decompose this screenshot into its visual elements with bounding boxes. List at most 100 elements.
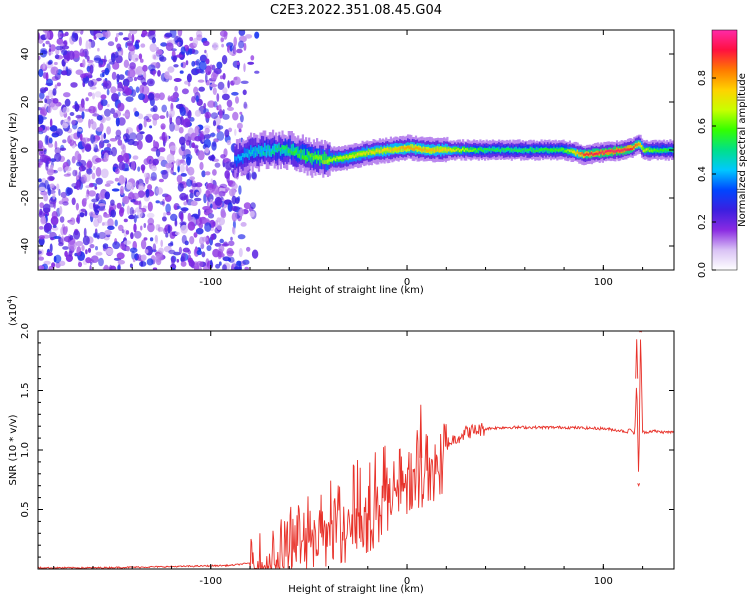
noise-blob	[181, 234, 187, 244]
ridge-cell	[493, 149, 496, 152]
snr-ylabel: SNR (10 * v/v)	[8, 414, 19, 485]
noise-blob	[62, 246, 69, 250]
noise-blob	[38, 126, 43, 132]
ridge-cell	[609, 149, 612, 153]
noise-blob	[218, 245, 225, 253]
ridge-cell	[383, 147, 386, 151]
ridge-cell	[548, 148, 551, 154]
noise-blob	[68, 50, 75, 60]
ridge-cell	[410, 146, 413, 150]
noise-blob	[103, 132, 106, 139]
ridge-cell	[301, 149, 304, 159]
noise-blob	[136, 254, 142, 262]
ridge-cell	[253, 147, 256, 152]
noise-blob	[161, 169, 169, 180]
noise-blob	[173, 78, 182, 82]
noise-blob	[123, 59, 130, 68]
noise-blob	[54, 84, 58, 90]
ridge-cell	[488, 148, 491, 152]
noise-blob	[45, 40, 50, 45]
ridge-cell	[419, 147, 422, 151]
y-tick-label: 1.5	[20, 383, 31, 399]
ridge-cell	[353, 155, 356, 159]
noise-blob	[71, 119, 76, 126]
noise-blob	[62, 139, 67, 144]
noise-blob	[214, 162, 221, 168]
x-tick-label: -100	[199, 277, 222, 288]
noise-blob	[234, 128, 237, 136]
ridge-cell	[323, 160, 326, 165]
ridge-cell	[262, 151, 265, 155]
noise-blob	[137, 183, 146, 191]
noise-blob	[155, 200, 160, 204]
ridge-cell	[407, 145, 410, 149]
noise-blob	[207, 213, 215, 219]
noise-blob	[165, 42, 174, 51]
ridge-cell	[246, 148, 250, 157]
noise-blob	[104, 229, 112, 236]
noise-blob	[91, 198, 99, 203]
noise-blob	[182, 161, 187, 166]
ridge-cell	[402, 145, 405, 149]
noise-blob	[137, 208, 143, 219]
ridge-cell	[287, 149, 290, 154]
noise-blob	[82, 137, 91, 143]
noise-blob	[118, 161, 126, 171]
ridge-cell	[455, 149, 458, 152]
noise-blob	[209, 83, 218, 88]
noise-blob	[174, 85, 178, 92]
noise-blob	[57, 167, 63, 172]
ridge-cell	[484, 148, 487, 154]
noise-blob	[140, 58, 144, 63]
ridge-cell	[386, 147, 389, 151]
noise-blob	[186, 156, 191, 166]
noise-blob	[189, 236, 195, 245]
noise-blob	[203, 102, 207, 110]
noise-blob	[64, 31, 69, 37]
noise-blob	[153, 139, 156, 146]
ridge-cell	[542, 148, 545, 153]
noise-blob	[46, 168, 55, 176]
ridge-cell	[556, 149, 559, 152]
ridge-cell	[642, 146, 645, 152]
noise-blob	[123, 240, 132, 245]
noise-blob	[185, 60, 189, 66]
ridge-cell	[598, 151, 601, 154]
noise-blob	[199, 133, 204, 138]
noise-blob	[107, 225, 115, 230]
noise-blob	[217, 250, 222, 260]
ridge-cell	[498, 149, 501, 152]
noise-blob	[85, 97, 89, 102]
noise-blob	[80, 174, 88, 184]
noise-blob	[95, 246, 98, 251]
noise-blob	[61, 122, 69, 129]
ridge-cell	[512, 148, 515, 151]
noise-blob	[41, 249, 44, 255]
ridge-cell	[246, 153, 250, 158]
ridge-cell	[586, 152, 589, 156]
noise-blob	[199, 54, 207, 63]
ridge-cell	[460, 149, 463, 152]
noise-blob	[226, 173, 230, 184]
ridge-cell	[237, 154, 240, 159]
ridge-cell	[615, 147, 619, 153]
noise-blob	[167, 66, 175, 73]
noise-blob	[109, 203, 117, 212]
ridge-cell	[375, 149, 378, 153]
noise-blob	[236, 260, 242, 266]
ridge-cell	[319, 154, 322, 159]
ridge-cell	[549, 149, 553, 152]
noise-blob	[43, 149, 47, 155]
x-tick-label: -100	[199, 576, 222, 587]
ridge-cell	[523, 148, 526, 154]
noise-blob	[87, 247, 92, 253]
ridge-cell	[495, 149, 498, 152]
noise-blob	[62, 106, 68, 115]
ridge-cell	[664, 148, 667, 153]
y-tick-label: 0.5	[20, 502, 31, 518]
noise-blob	[181, 252, 186, 262]
noise-blob	[120, 242, 126, 250]
ridge-cell	[604, 150, 608, 153]
noise-blob	[123, 218, 128, 223]
noise-blob	[50, 216, 59, 226]
